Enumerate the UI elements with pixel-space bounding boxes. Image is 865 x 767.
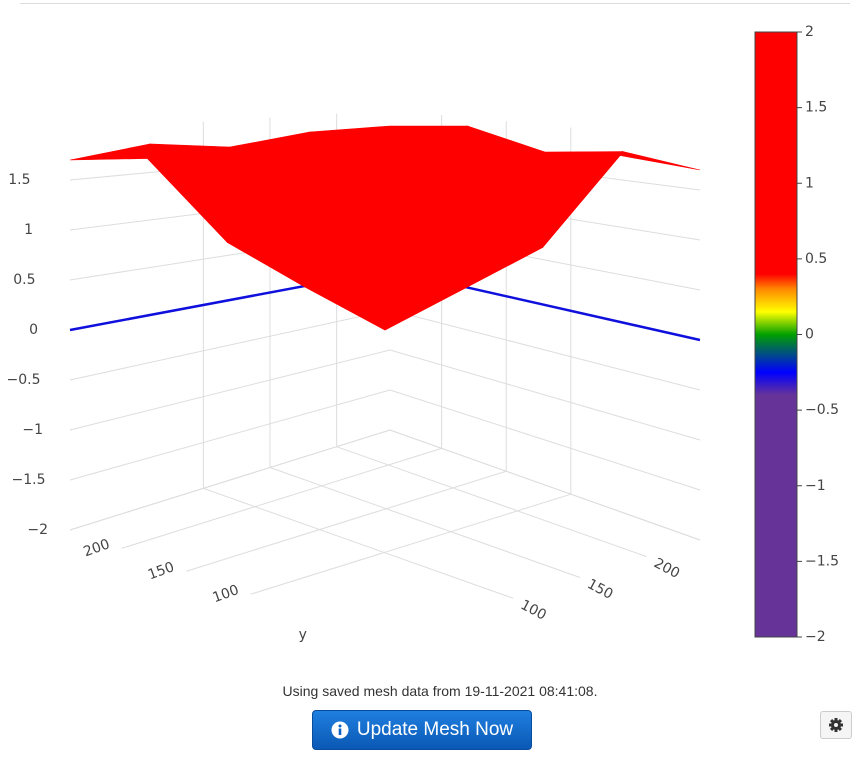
- colorbar-tick-label: 2: [805, 24, 814, 40]
- colorbar-tick-label: 0.5: [805, 251, 827, 267]
- y-axis-title: y: [299, 627, 307, 643]
- button-label: Update Mesh Now: [356, 719, 514, 740]
- colorbar-tick-label: 1: [805, 175, 814, 191]
- chart: −2 −1.5 −1 −0.5 0 0.5 1 1.5 100 150 200 100 150 200 y −…: [7, 24, 840, 645]
- y-tick-label: 100: [211, 582, 242, 606]
- colorbar-tick-label: −1.5: [805, 553, 839, 569]
- panel-border: [20, 3, 850, 4]
- z-grid-line: [69, 429, 701, 541]
- info-icon: [331, 721, 349, 739]
- x-tick-label: 150: [584, 576, 615, 603]
- colorbar: [754, 31, 798, 638]
- colorbar-tick-label: −1: [805, 478, 826, 494]
- wall-frame: [69, 429, 701, 541]
- z-grid-line: [69, 389, 701, 491]
- x-tick-label: 200: [651, 555, 682, 582]
- z-tick-label: −1.5: [12, 472, 46, 488]
- gear-icon: [829, 718, 843, 732]
- z-tick-label: −2: [27, 522, 48, 538]
- z-tick-label: 1: [24, 222, 33, 238]
- y-grid-line: [250, 127, 572, 595]
- colorbar-tick-label: 0: [805, 327, 814, 343]
- z-tick-label: 0: [29, 322, 38, 338]
- update-mesh-button[interactable]: Update Mesh Now: [312, 710, 532, 750]
- settings-button[interactable]: [820, 711, 852, 739]
- z-tick-label: −1: [22, 422, 43, 438]
- x-tick-label: 100: [518, 597, 549, 624]
- x-grid-line: [202, 121, 514, 599]
- z-tick-label: 0.5: [13, 272, 35, 288]
- z-tick-label: 1.5: [8, 172, 30, 188]
- y-tick-label: 200: [81, 536, 112, 560]
- z-grid-line: [69, 349, 701, 441]
- status-text: Using saved mesh data from 19-11-2021 08…: [282, 683, 598, 699]
- colorbar-tick-label: −2: [805, 629, 826, 645]
- y-tick-label: 150: [146, 559, 177, 583]
- z-tick-label: −0.5: [7, 372, 41, 388]
- colorbar-tick-label: 1.5: [805, 100, 827, 116]
- colorbar-tick-label: −0.5: [805, 402, 839, 418]
- surface-cell: [301, 183, 461, 269]
